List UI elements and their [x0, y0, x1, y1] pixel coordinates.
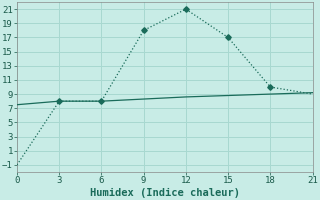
X-axis label: Humidex (Indice chaleur): Humidex (Indice chaleur) [90, 188, 240, 198]
